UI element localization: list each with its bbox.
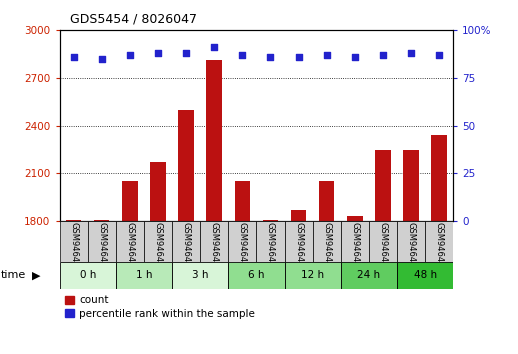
Bar [256,221,284,262]
Bar [431,135,447,221]
Point [323,52,331,58]
Point [294,54,303,60]
Point [210,45,219,50]
Bar [122,181,138,221]
Point [351,54,359,60]
Bar [172,262,228,289]
Bar [178,110,194,221]
Point [266,54,275,60]
Bar [425,221,453,262]
Bar [116,262,172,289]
Legend: count, percentile rank within the sample: count, percentile rank within the sample [65,296,255,319]
Text: GSM946479: GSM946479 [266,222,275,273]
Bar [263,220,278,221]
Text: GSM946482: GSM946482 [350,222,359,273]
Point [154,50,162,56]
Bar [397,221,425,262]
Text: GSM946474: GSM946474 [125,222,134,273]
Text: GSM946475: GSM946475 [153,222,163,273]
Text: GSM946477: GSM946477 [210,222,219,273]
Bar [200,221,228,262]
Bar [172,221,200,262]
Bar [94,220,109,221]
Text: time: time [1,270,26,280]
Bar [116,221,144,262]
Point [69,54,78,60]
Bar [150,162,166,221]
Bar [60,221,88,262]
Point [379,52,387,58]
Bar [341,262,397,289]
Bar [375,149,391,221]
Text: GSM946485: GSM946485 [435,222,444,273]
Bar [284,221,313,262]
Text: 24 h: 24 h [357,270,380,280]
Point [435,52,443,58]
Bar [144,221,172,262]
Bar [228,221,256,262]
Text: GSM946483: GSM946483 [379,222,387,273]
Text: 3 h: 3 h [192,270,208,280]
Text: ▶: ▶ [32,270,40,280]
Text: GSM946473: GSM946473 [97,222,106,273]
Bar [207,60,222,221]
Bar [60,262,116,289]
Text: GSM946481: GSM946481 [322,222,331,273]
Bar [313,221,341,262]
Bar [235,181,250,221]
Point [238,52,247,58]
Text: GSM946476: GSM946476 [182,222,191,273]
Bar [347,216,363,221]
Text: 48 h: 48 h [413,270,437,280]
Text: 0 h: 0 h [79,270,96,280]
Point [97,56,106,62]
Text: 12 h: 12 h [301,270,324,280]
Text: GSM946472: GSM946472 [69,222,78,273]
Text: 6 h: 6 h [248,270,265,280]
Bar [66,219,81,221]
Point [407,50,415,56]
Text: GSM946478: GSM946478 [238,222,247,273]
Point [182,50,190,56]
Bar [291,210,306,221]
Bar [397,262,453,289]
Bar [88,221,116,262]
Bar [228,262,284,289]
Text: GSM946480: GSM946480 [294,222,303,273]
Bar [341,221,369,262]
Text: GSM946484: GSM946484 [407,222,415,273]
Point [126,52,134,58]
Bar [404,149,419,221]
Bar [319,181,335,221]
Text: 1 h: 1 h [136,270,152,280]
Bar [369,221,397,262]
Text: GDS5454 / 8026047: GDS5454 / 8026047 [70,12,197,25]
Bar [284,262,341,289]
